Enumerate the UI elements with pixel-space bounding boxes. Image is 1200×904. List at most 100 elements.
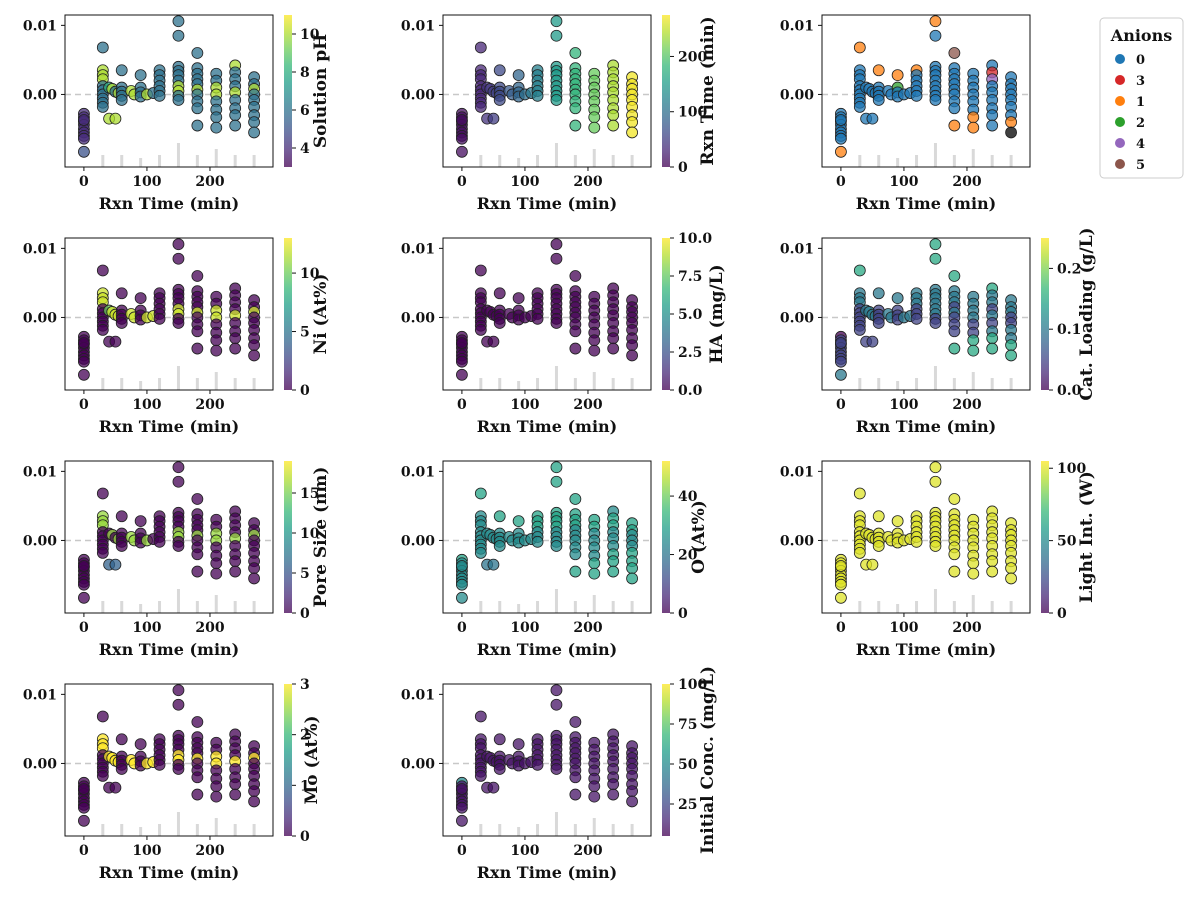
x-tick-label: 200 — [952, 620, 981, 636]
hist-bar — [915, 601, 919, 613]
data-point — [456, 783, 468, 795]
legend-item-label: 3 — [1136, 74, 1145, 89]
colorbar — [284, 15, 292, 167]
subplot-p1: 0 100 200 0.01 0.00 Rxn Time (min) 4 6 8 10Soluti… — [23, 14, 331, 213]
colorbar-tick-label: 5.0 — [678, 307, 703, 323]
legend-marker — [1115, 117, 1125, 127]
data-point — [569, 716, 582, 728]
data-point — [835, 114, 847, 126]
data-point — [474, 769, 487, 782]
x-tick-label: 100 — [132, 397, 161, 413]
data-point — [967, 567, 980, 580]
x-axis-label: Rxn Time (min) — [856, 640, 996, 659]
hist-bar — [233, 378, 237, 390]
data-point — [229, 778, 242, 791]
hist-bar — [233, 824, 237, 836]
data-point — [835, 560, 847, 572]
colorbar-label: Solution pH — [311, 34, 331, 148]
hist-bar — [971, 372, 975, 390]
x-tick-label: 200 — [573, 174, 602, 190]
data-point — [153, 312, 166, 325]
hist-bar — [971, 149, 975, 167]
data-point — [588, 780, 601, 793]
data-point — [172, 763, 185, 775]
data-point — [115, 64, 128, 77]
colorbar-label: Pore Size (nm) — [311, 467, 331, 608]
data-point — [493, 64, 506, 77]
data-point — [109, 335, 122, 348]
data-point — [456, 368, 468, 381]
data-point — [172, 475, 185, 488]
y-tick-label: 0.01 — [401, 464, 435, 480]
colorbar-label: Ni (At%) — [311, 274, 331, 355]
x-tick-label: 0 — [836, 620, 846, 636]
data-point — [210, 557, 223, 570]
plot-frame — [821, 237, 1031, 391]
y-tick-label: 0.01 — [780, 241, 814, 257]
data-point — [78, 368, 90, 381]
x-tick-label: 100 — [889, 174, 918, 190]
x-axis-label: Rxn Time (min) — [477, 194, 617, 213]
data-point — [626, 116, 638, 128]
data-point — [474, 710, 487, 723]
x-tick-label: 200 — [195, 174, 224, 190]
data-point — [229, 788, 242, 801]
hist-bar — [214, 149, 218, 167]
data-point — [531, 312, 544, 325]
hist-bar — [120, 378, 124, 390]
plot-frame — [442, 237, 652, 391]
x-tick-label: 100 — [132, 174, 161, 190]
hist-bar — [101, 601, 105, 613]
data-point — [569, 788, 582, 801]
legend-item-label: 0 — [1136, 53, 1145, 68]
data-point — [929, 461, 942, 474]
data-point — [96, 41, 109, 54]
data-point — [474, 41, 487, 54]
hist-bar — [139, 381, 143, 390]
hist-bar — [101, 155, 105, 167]
hist-bar — [573, 378, 577, 390]
data-point — [172, 698, 185, 711]
data-point — [210, 790, 223, 803]
hist-bar — [517, 827, 521, 836]
data-point — [891, 69, 904, 82]
data-point — [967, 344, 980, 357]
x-tick-label: 100 — [132, 843, 161, 859]
data-point — [210, 334, 223, 347]
data-point — [115, 94, 128, 106]
data-point — [115, 733, 128, 746]
data-point — [96, 546, 109, 559]
data-point — [191, 342, 204, 355]
data-point — [948, 565, 961, 578]
hist-bar — [498, 155, 502, 167]
data-point — [456, 114, 468, 126]
data-point — [1005, 339, 1017, 351]
data-point — [626, 339, 638, 351]
subplot-p3: 0 100 200 0.01 0.00 Rxn Time (min) Anions 0 3 1 2 4… — [780, 14, 1184, 213]
x-tick-label: 200 — [195, 843, 224, 859]
colorbar-label: Rxn Time (min) — [698, 16, 718, 165]
data-point — [493, 94, 506, 106]
colorbar-tick-label: 100 — [678, 105, 707, 121]
data-point — [569, 270, 582, 282]
colorbar-tick-label: 6 — [300, 103, 310, 119]
data-point — [569, 102, 582, 115]
data-point — [531, 535, 544, 548]
colorbar-tick-label: 100 — [678, 677, 707, 693]
data-point — [835, 578, 847, 591]
hist-bar — [120, 824, 124, 836]
colorbar-tick-label: 0.0 — [1057, 383, 1082, 399]
hist-bar — [233, 155, 237, 167]
x-axis-label: Rxn Time (min) — [99, 417, 239, 436]
plot-frame — [64, 237, 274, 391]
colorbar-label: HA (mg/L) — [707, 264, 727, 363]
data-point — [248, 339, 260, 351]
hist-bar — [915, 378, 919, 390]
data-point — [1005, 562, 1017, 574]
data-point — [109, 112, 122, 125]
data-point — [172, 238, 185, 251]
colorbar-label: O (At%) — [689, 500, 709, 574]
hist-bar — [214, 372, 218, 390]
data-point — [835, 591, 847, 604]
data-point — [569, 47, 582, 59]
